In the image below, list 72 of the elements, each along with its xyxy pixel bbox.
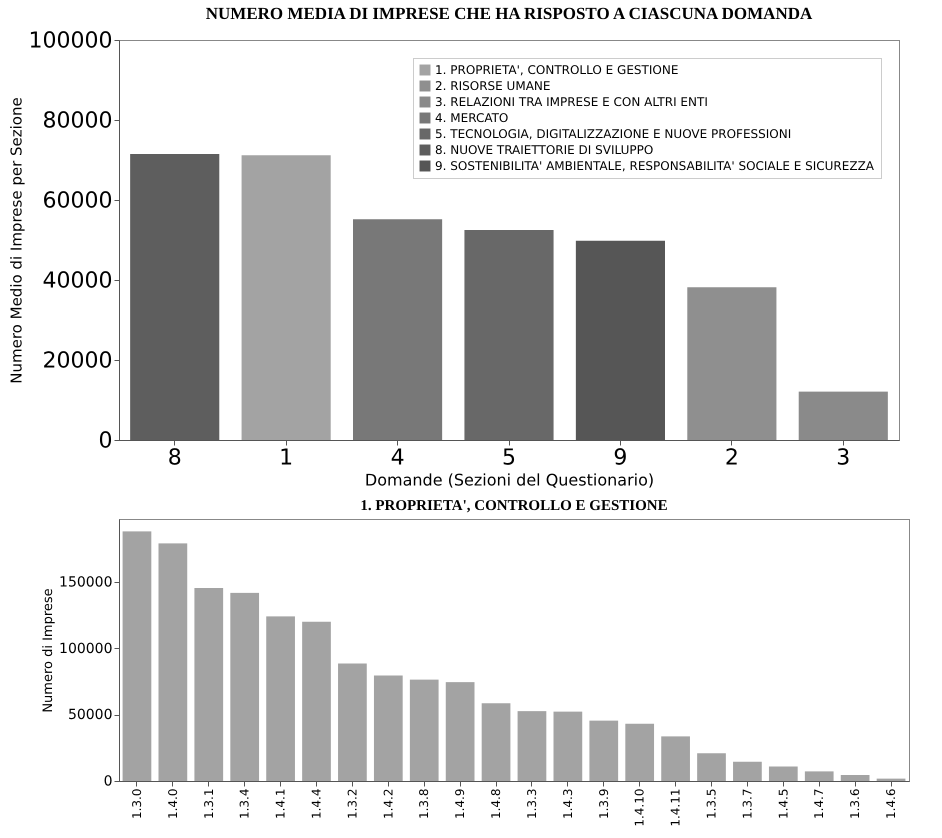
x-tick-label: 1.3.7 (740, 788, 754, 820)
bar (194, 588, 224, 781)
y-tick-label: 20000 (42, 348, 112, 374)
x-tick-label: 2 (724, 446, 739, 470)
bar (230, 592, 260, 781)
y-tick-label: 150000 (59, 574, 112, 591)
bar (266, 616, 295, 781)
x-tick-label: 1.4.4 (310, 788, 324, 820)
x-tick-label: 9 (613, 446, 628, 470)
bar (625, 724, 654, 781)
legend-label: 4. MERCATO (435, 111, 508, 125)
x-tick-label: 1.3.1 (202, 788, 216, 820)
bar (697, 753, 726, 781)
x-tick-label: 1.3.9 (596, 788, 611, 820)
y-tick-label: 0 (104, 774, 112, 790)
x-tick-label: 1.4.11 (668, 788, 683, 827)
y-tick-label: 60000 (42, 188, 112, 214)
x-axis-title: Domande (Sezioni del Questionario) (364, 470, 654, 490)
y-tick-label: 40000 (42, 268, 112, 294)
x-tick-label: 1.4.6 (884, 788, 898, 820)
y-tick-label: 50000 (68, 707, 112, 724)
x-tick-label: 1.4.8 (489, 788, 504, 820)
bar (840, 775, 870, 781)
x-tick-label: 1.4.5 (776, 788, 790, 820)
legend-label: 1. PROPRIETA', CONTROLLO E GESTIONE (435, 63, 678, 77)
bar (482, 703, 510, 781)
legend-label: 2. RISORSE UMANE (435, 79, 550, 93)
x-tick-label: 4 (390, 446, 405, 470)
bar (446, 682, 474, 781)
legend-label: 5. TECNOLOGIA, DIGITALIZZAZIONE E NUOVE PROFESSIONI (435, 127, 792, 141)
legend-label: 9. SOSTENIBILITA' AMBIENTALE, RESPONSABILITA' SOCIALE E SICUREZZA (435, 159, 875, 173)
bar (768, 766, 798, 781)
chart-title: 1. PROPRIETA', CONTROLLO E GESTIONE (360, 498, 668, 514)
chart-title: NUMERO MEDIA DI IMPRESE CHE HA RISPOSTO A CIASCUNA DOMANDA (206, 4, 813, 23)
y-tick-label: 100000 (59, 640, 112, 657)
x-tick-label: 1.3.8 (417, 788, 432, 820)
bar (661, 736, 690, 781)
bar (338, 663, 367, 781)
x-tick-label: 5 (502, 446, 516, 470)
x-tick-label: 1.4.7 (812, 788, 826, 820)
bar (518, 711, 546, 781)
y-tick-label: 80000 (42, 108, 112, 134)
x-tick-label: 1.4.9 (453, 788, 468, 820)
legend-label: 8. NUOVE TRAIETTORIE DI SVILUPPO (435, 143, 654, 157)
x-tick-label: 1.4.10 (632, 788, 647, 827)
x-tick-label: 1.4.2 (381, 788, 396, 820)
x-tick-label: 1.3.2 (345, 788, 360, 820)
x-tick-label: 1.3.5 (704, 788, 718, 820)
x-tick-label: 1.3.6 (848, 788, 862, 820)
bar (374, 676, 403, 781)
y-axis-title: Numero Medio di Imprese per Sezione (8, 97, 26, 384)
bar (554, 712, 582, 781)
bar (410, 680, 439, 781)
bar (158, 543, 188, 781)
x-tick-label: 8 (168, 446, 182, 470)
y-axis-title: Numero di Imprese (41, 588, 56, 713)
bar (804, 771, 834, 781)
x-tick-label: 1.4.1 (274, 788, 288, 820)
x-tick-label: 1.4.0 (166, 788, 180, 820)
bar (302, 622, 331, 781)
legend-label: 3. RELAZIONI TRA IMPRESE E CON ALTRI ENTI (435, 95, 708, 109)
y-tick-label: 100000 (28, 28, 112, 54)
bar (733, 762, 762, 781)
x-tick-label: 1.4.3 (560, 788, 575, 820)
bar (122, 531, 152, 781)
x-tick-label: 1.3.4 (238, 788, 252, 820)
x-tick-label: 1 (279, 446, 294, 470)
x-tick-label: 3 (836, 446, 850, 470)
y-tick-label: 0 (98, 428, 112, 454)
x-tick-label: 1.3.0 (130, 788, 144, 820)
bar (589, 720, 618, 781)
x-tick-label: 1.3.3 (524, 788, 539, 820)
